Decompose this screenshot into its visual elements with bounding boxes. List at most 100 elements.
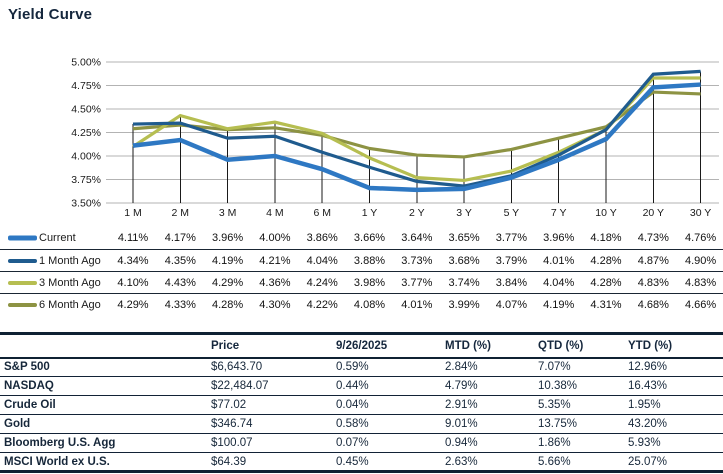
x-axis-tick-label: 1 Y — [362, 207, 378, 219]
yield-curve-chart: 3.50% 3.75% 4.00% 4.25% 4.50% 4.75% 5.00% 1 M 2 … — [71, 57, 719, 219]
market-cell-value: 0.44% — [336, 376, 445, 396]
market-column-header: Price — [211, 333, 336, 359]
legend-value: 4.28% — [590, 276, 622, 289]
chart-legend-table: Current 4.11% 4.17% 3.96% 4.00% 3.86% 3.66% 3.6… — [0, 227, 723, 315]
legend-value: 4.34% — [117, 254, 149, 267]
legend-swatch-line-icon — [8, 280, 37, 285]
market-cell-value: 7.07% — [538, 361, 571, 374]
x-axis-tick-label: 20 Y — [643, 207, 664, 219]
y-axis-tick-label: 3.50% — [71, 198, 101, 210]
y-axis-tick-label: 4.00% — [71, 151, 101, 163]
series-line-1-month-ago — [132, 69, 701, 188]
market-cell-value: 2.91% — [445, 395, 538, 415]
x-axis-tick-label: 5 Y — [504, 207, 520, 219]
legend-swatch-line-icon — [8, 302, 37, 307]
legend-value: 4.66% — [684, 298, 717, 311]
legend-value: 3.74% — [448, 276, 480, 289]
x-axis-tick-label: 7 Y — [551, 207, 567, 219]
market-cell-value: 2.84% — [445, 361, 478, 374]
legend-value: 3.68% — [448, 254, 480, 267]
x-axis-tick-label: 2 Y — [409, 207, 425, 219]
market-cell-value: 43.20% — [628, 414, 723, 434]
x-axis-tick-label: 2 M — [172, 207, 190, 219]
legend-value: 4.28% — [211, 298, 244, 311]
legend-series-label: Current — [39, 232, 76, 244]
legend-value: 4.83% — [684, 276, 717, 289]
legend-value: 3.96% — [543, 232, 575, 244]
legend-value: 4.24% — [306, 276, 338, 289]
y-axis-tick-label: 5.00% — [71, 57, 101, 69]
market-column-header: 9/26/2025 — [336, 333, 445, 359]
legend-value: 3.88% — [353, 254, 386, 267]
table-row: MSCI World ex U.S. $64.39 0.45% 2.63% 5.66% 2… — [0, 452, 723, 472]
legend-value: 4.07% — [495, 298, 527, 311]
x-axis-tick-label: 1 M — [124, 207, 142, 219]
market-cell-value: 1.95% — [628, 395, 723, 415]
legend-value: 4.18% — [590, 232, 622, 244]
legend-value: 4.00% — [259, 232, 291, 244]
market-column-header — [0, 333, 211, 359]
market-cell-value: 0.07% — [336, 433, 445, 453]
legend-value: 3.66% — [353, 232, 386, 244]
legend-value: 3.64% — [401, 232, 433, 244]
series-line-current — [132, 82, 701, 193]
legend-value: 3.86% — [306, 232, 338, 244]
legend-value: 4.87% — [637, 254, 669, 267]
market-row-label: NASDAQ — [0, 376, 211, 396]
market-cell-value: $6,643.70 — [211, 361, 263, 374]
legend-value: 3.98% — [353, 276, 386, 289]
legend-value: 4.76% — [684, 232, 717, 244]
market-row-label: MSCI World ex U.S. — [0, 452, 211, 472]
legend-value: 4.10% — [117, 276, 149, 289]
x-axis-tick-label: 3 M — [219, 207, 237, 219]
market-cell-value: 2.63% — [445, 452, 538, 472]
legend-swatch-line-icon — [8, 258, 37, 263]
market-cell-value: $64.39 — [211, 452, 336, 472]
legend-value: 4.22% — [306, 298, 338, 311]
legend-value: 4.04% — [306, 254, 338, 267]
legend-value: 4.43% — [164, 276, 196, 289]
y-axis-tick-label: 4.25% — [71, 127, 101, 139]
market-cell-value: 5.93% — [628, 433, 723, 453]
legend-value: 3.77% — [401, 276, 433, 289]
market-cell-value: 0.04% — [336, 395, 445, 415]
legend-value: 4.29% — [117, 298, 149, 311]
market-cell-value: 13.75% — [538, 414, 628, 434]
market-cell-value: 0.58% — [336, 414, 445, 434]
market-cell-value: 16.43% — [628, 376, 723, 396]
market-row-label: Crude Oil — [0, 395, 211, 415]
market-cell-value: 0.94% — [445, 433, 538, 453]
legend-value: 4.19% — [211, 254, 244, 267]
market-cell-value: 0.45% — [336, 452, 445, 472]
legend-value: 3.84% — [495, 276, 527, 289]
legend-value: 3.99% — [448, 298, 480, 311]
legend-value: 3.73% — [401, 254, 433, 267]
legend-value: 3.79% — [495, 254, 527, 267]
legend-row: 6 Month Ago 4.29% 4.33% 4.28% 4.30% 4.22% 4.08… — [0, 293, 723, 315]
y-axis-tick-label: 3.75% — [71, 174, 101, 186]
market-summary-section: Price 9/26/2025 MTD (%) QTD (%) YTD (%) S&P … — [0, 332, 723, 473]
market-cell-value: 12.96% — [628, 361, 668, 374]
market-cell-value: $346.74 — [211, 414, 336, 434]
x-axis-tick-label: 3 Y — [456, 207, 472, 219]
legend-row: 1 Month Ago 4.34% 4.35% 4.19% 4.21% 4.04% 3.88… — [0, 249, 723, 271]
legend-value: 4.28% — [590, 254, 622, 267]
legend-value: 4.01% — [401, 298, 433, 311]
market-table-header: Price 9/26/2025 MTD (%) QTD (%) YTD (%) — [0, 333, 723, 359]
legend-swatch-line-icon — [8, 235, 37, 241]
market-cell-value: $100.07 — [211, 433, 336, 453]
legend-value: 4.90% — [684, 254, 717, 267]
legend-value: 3.65% — [448, 232, 480, 244]
table-row: Bloomberg U.S. Agg $100.07 0.07% 0.94% 1.86%… — [0, 433, 723, 453]
legend-value: 4.33% — [164, 298, 196, 311]
legend-value: 4.35% — [164, 254, 196, 267]
legend-value: 3.96% — [211, 232, 244, 244]
legend-value: 4.83% — [637, 276, 669, 289]
legend-value: 4.36% — [259, 276, 291, 289]
legend-value: 4.29% — [211, 276, 244, 289]
market-cell-value: 4.79% — [445, 376, 538, 396]
market-cell-value: 25.07% — [628, 452, 723, 472]
table-row: Crude Oil $77.02 0.04% 2.91% 5.35% 1.95% — [0, 395, 723, 415]
market-table-body: S&P 500 $6,643.70 0.59% 2.84% 7.07% 12.96% NAS… — [0, 358, 723, 472]
